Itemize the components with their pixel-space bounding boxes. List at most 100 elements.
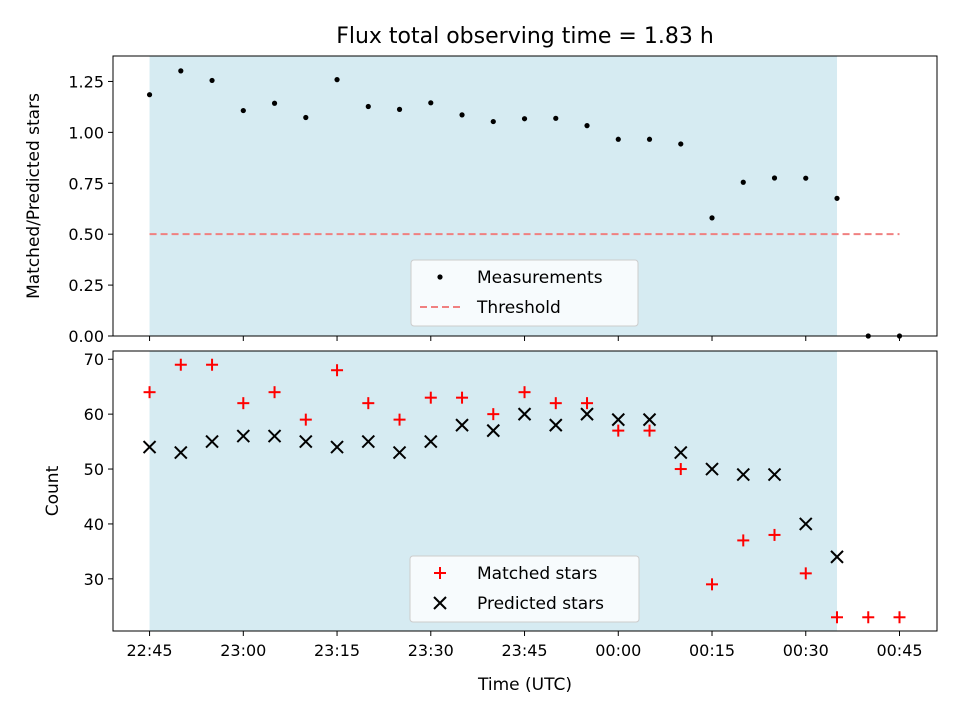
predicted-stars-point	[142, 440, 157, 454]
measurement-point	[209, 77, 215, 84]
bottom-x-ticks: 22:45 23:00 23:15 23:30 23:45 00:00 00:15 00:30…	[127, 631, 923, 660]
predicted-stars-point	[736, 467, 750, 482]
measurement-point	[240, 107, 246, 114]
legend-predicted-label: Predicted stars	[477, 594, 604, 614]
matched-stars-point	[862, 611, 875, 624]
measurement-point	[709, 215, 715, 221]
matched-stars-point	[174, 358, 187, 371]
matched-stars-point	[581, 397, 594, 410]
measurement-point	[146, 92, 153, 98]
measurement-point	[490, 118, 496, 125]
bottom-axes-frame	[112, 350, 938, 632]
top-axes-frame	[112, 55, 938, 337]
top-data-marks	[146, 68, 903, 339]
bottom-y-axis-label: Count	[43, 465, 63, 516]
predicted-stars-point	[299, 434, 313, 449]
matched-stars-point	[893, 611, 906, 624]
matched-stars-point	[518, 386, 531, 399]
x-tick-label: 22:45	[127, 641, 173, 660]
measurement-point	[771, 175, 778, 181]
y-tick-label: 0.25	[68, 276, 104, 295]
measurement-point	[584, 123, 590, 129]
matched-stars-point	[299, 413, 312, 426]
matched-stars-point	[268, 386, 281, 399]
y-tick-label: 1.00	[68, 123, 104, 142]
matched-stars-point	[487, 408, 500, 421]
x-tick-label: 23:00	[220, 641, 266, 660]
predicted-stars-point	[236, 429, 251, 443]
predicted-stars-point	[330, 440, 344, 454]
chart-title: Flux total observing time = 1.83 h	[336, 24, 714, 49]
predicted-stars-point	[580, 407, 594, 421]
matched-stars-point	[393, 413, 406, 426]
matched-stars-point	[831, 611, 844, 624]
y-tick-label: 0.75	[68, 174, 104, 193]
top-legend: Measurements Threshold	[410, 259, 639, 327]
x-tick-label: 00:45	[876, 641, 922, 660]
predicted-stars-point	[392, 445, 407, 460]
top-y-axis-label: Matched/Predicted stars	[24, 93, 44, 299]
predicted-stars-point	[205, 434, 219, 449]
predicted-stars-point	[830, 550, 844, 564]
top-x-tick-marks	[149, 336, 901, 341]
matched-stars-point	[768, 528, 781, 541]
matched-stars-point	[331, 364, 344, 377]
x-tick-label: 00:00	[595, 641, 641, 660]
matched-stars-point	[143, 386, 156, 399]
measurement-point	[615, 136, 621, 142]
predicted-stars-point	[424, 434, 438, 449]
predicted-stars-point	[705, 462, 719, 476]
predicted-stars-point	[642, 412, 657, 427]
predicted-stars-point	[767, 467, 782, 482]
top-y-ticks: 0.00 0.25 0.50 0.75 1.00 1.25	[68, 72, 113, 346]
y-tick-label: 40	[84, 515, 104, 534]
measurement-point	[178, 68, 184, 74]
measurement-point	[428, 100, 434, 106]
predicted-stars-point	[455, 418, 469, 432]
bottom-y-ticks: 30 40 50 60 70	[84, 350, 113, 589]
y-tick-label: 0.50	[68, 225, 104, 244]
x-tick-label: 00:30	[783, 641, 829, 660]
predicted-stars-point	[174, 445, 188, 460]
predicted-stars-point	[674, 445, 688, 460]
y-tick-label: 70	[84, 350, 104, 369]
measurement-point	[365, 103, 371, 110]
matched-stars-point	[643, 424, 656, 437]
measurement-point	[646, 136, 653, 142]
matched-stars-point	[362, 397, 375, 410]
matched-stars-point	[612, 424, 625, 437]
matched-stars-point	[206, 358, 219, 371]
matched-stars-point	[237, 397, 250, 410]
y-tick-label: 1.25	[68, 72, 104, 91]
measurement-point	[303, 114, 309, 121]
predicted-stars-point	[267, 429, 282, 443]
x-tick-label: 23:15	[314, 641, 360, 660]
legend-threshold-label: Threshold	[476, 298, 561, 318]
predicted-stars-point	[486, 423, 500, 438]
predicted-stars-point	[517, 407, 532, 421]
matched-stars-point	[706, 578, 719, 591]
matched-stars-point	[799, 567, 812, 580]
top-panel: 0.00 0.25 0.50 0.75 1.00 1.25 Matched/Predict…	[24, 55, 938, 346]
measurement-point	[803, 175, 809, 181]
predicted-stars-point	[549, 418, 563, 432]
legend-matched-marker	[434, 567, 446, 579]
x-axis-label: Time (UTC)	[477, 675, 572, 695]
bottom-legend: Matched stars Predicted stars	[409, 555, 640, 623]
x-tick-label: 23:30	[408, 641, 454, 660]
bottom-legend-box	[409, 555, 640, 623]
y-tick-label: 0.00	[68, 327, 104, 346]
legend-predicted-marker	[433, 596, 447, 610]
y-tick-label: 60	[84, 405, 104, 424]
x-tick-label: 23:45	[501, 641, 547, 660]
matched-stars-point	[424, 391, 437, 404]
measurement-point	[834, 195, 840, 201]
legend-measurements-marker	[437, 274, 443, 280]
matched-stars-point	[737, 534, 750, 547]
measurement-point	[334, 77, 340, 83]
matched-stars-point	[456, 391, 469, 404]
matched-stars-point	[674, 463, 687, 476]
predicted-stars-point	[361, 434, 376, 449]
legend-matched-label: Matched stars	[477, 564, 597, 584]
